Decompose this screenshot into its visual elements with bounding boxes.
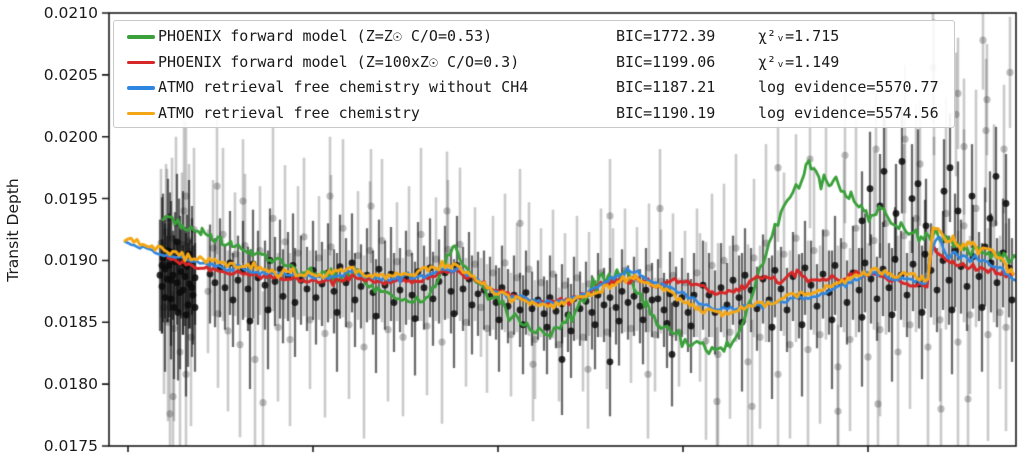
legend-stat-value: log evidence=5570.77 — [758, 78, 939, 96]
legend-label: ATMO retrieval free chemistry without CH… — [158, 78, 529, 96]
y-tick-label: 0.0200 — [43, 128, 98, 146]
legend-stat-value: χ²ᵥ=1.715 — [758, 27, 840, 45]
legend-label: ATMO retrieval free chemistry — [158, 103, 420, 122]
legend-swatch — [127, 111, 155, 116]
legend-bic-value: BIC=1190.19 — [616, 103, 716, 122]
legend-bic-value: BIC=1772.39 — [616, 27, 716, 45]
legend-label: PHOENIX forward model (Z=100xZ☉ C/O=0.3) — [158, 52, 520, 71]
legend-swatch — [127, 60, 155, 65]
y-tick-label: 0.0210 — [43, 4, 98, 22]
legend-row: PHOENIX forward model (Z=Z☉ C/O=0.53) BI… — [114, 24, 954, 50]
legend-row: ATMO retrieval free chemistry without CH… — [114, 75, 954, 101]
y-tick-label: 0.0195 — [43, 190, 98, 208]
y-tick-label: 0.0190 — [43, 251, 98, 269]
legend-bic-value: BIC=1187.21 — [616, 78, 716, 96]
y-tick-label: 0.0185 — [43, 313, 98, 331]
y-axis-tick-labels: 0.0210 0.0205 0.0200 0.0195 0.0190 0.018… — [0, 0, 98, 459]
legend-row: ATMO retrieval free chemistry BIC=1190.1… — [114, 101, 954, 127]
y-tick-label: 0.0180 — [43, 375, 98, 393]
y-tick-label: 0.0205 — [43, 66, 98, 84]
legend-swatch — [127, 86, 155, 90]
legend: PHOENIX forward model (Z=Z☉ C/O=0.53) BI… — [113, 20, 955, 128]
legend-swatch — [127, 35, 155, 39]
y-tick-label: 0.0175 — [43, 437, 98, 455]
legend-stat-value: χ²ᵥ=1.149 — [758, 52, 840, 71]
legend-row: PHOENIX forward model (Z=100xZ☉ C/O=0.3)… — [114, 50, 954, 76]
legend-stat-value: log evidence=5574.56 — [758, 103, 939, 122]
legend-label: PHOENIX forward model (Z=Z☉ C/O=0.53) — [158, 27, 493, 45]
legend-bic-value: BIC=1199.06 — [616, 52, 716, 71]
